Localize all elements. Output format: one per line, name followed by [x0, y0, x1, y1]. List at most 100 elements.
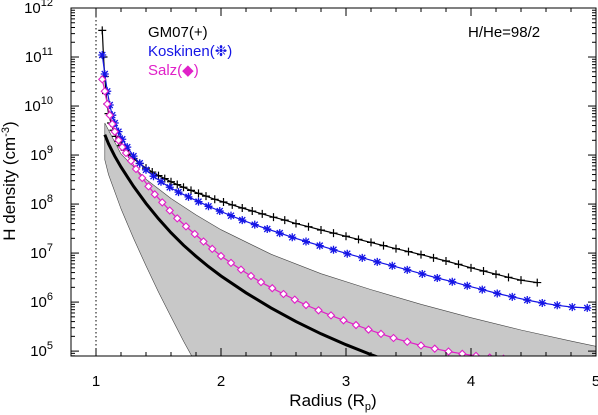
data-point [583, 303, 592, 312]
data-point [457, 349, 467, 356]
data-point [167, 177, 175, 186]
data-point [102, 99, 112, 109]
data-point [442, 256, 450, 265]
series-3 [103, 134, 380, 356]
data-point [187, 186, 195, 195]
data-point [329, 229, 338, 238]
series-1 [98, 50, 592, 312]
x-tick-label: 2 [217, 373, 225, 390]
data-point [444, 347, 453, 356]
data-point [279, 289, 288, 299]
annotation-ratio: H/He=98/2 [468, 24, 540, 41]
y-tick-label: 108 [30, 193, 53, 213]
data-point [315, 241, 324, 250]
y-axis-label: H density (cm-3) [0, 121, 19, 240]
data-point [117, 142, 127, 152]
data-point [227, 211, 235, 220]
data-point [389, 333, 398, 343]
data-point [121, 148, 131, 158]
data-point [471, 351, 481, 356]
data-point [267, 283, 277, 293]
data-point [417, 250, 425, 259]
data-point [553, 301, 562, 310]
data-point [226, 258, 236, 268]
data-point [248, 207, 257, 216]
data-point [339, 316, 348, 325]
data-point [367, 238, 375, 247]
data-point [351, 320, 361, 330]
data-point [448, 277, 457, 286]
data-point [376, 329, 386, 339]
data-point [238, 216, 247, 225]
data-point [135, 159, 144, 168]
data-point [142, 165, 150, 174]
series-line-2 [101, 79, 483, 356]
legend-entry-0: GM07(+) [148, 24, 208, 41]
data-point [207, 244, 217, 254]
data-point [246, 271, 256, 281]
data-point [105, 110, 115, 120]
x-axis-label: Radius (Rp) [289, 391, 376, 413]
y-tick-label: 1012 [24, 0, 53, 17]
data-point [204, 202, 213, 211]
data-point [402, 337, 412, 347]
plot-frame [70, 7, 597, 357]
data-point [504, 273, 513, 282]
data-point [479, 267, 488, 276]
data-point [416, 341, 426, 350]
legend: GM07(+) Koskinen(❉) Salz(◆) [148, 24, 232, 79]
y-tick-label: 106 [30, 291, 53, 311]
y-tick-label: 107 [30, 242, 53, 262]
data-point [98, 26, 107, 35]
data-point [202, 192, 210, 201]
data-point [172, 214, 182, 223]
data-point [258, 209, 267, 218]
data-point [343, 249, 352, 258]
data-point [149, 172, 158, 181]
data-point [373, 257, 382, 266]
data-point [478, 285, 487, 294]
data-point [404, 247, 413, 256]
series-layer [97, 26, 592, 356]
x-tick-label: 3 [342, 373, 350, 390]
data-point [329, 245, 338, 254]
data-point [219, 198, 228, 207]
data-point [107, 119, 117, 129]
data-point [100, 86, 110, 96]
data-point [199, 237, 208, 246]
data-point [126, 156, 136, 166]
data-point [228, 200, 237, 209]
data-point [568, 303, 577, 312]
data-point [454, 260, 463, 269]
data-point [181, 222, 191, 231]
data-point [238, 204, 247, 213]
data-point [492, 270, 500, 279]
data-point [467, 263, 475, 272]
x-tick-label: 1 [92, 373, 100, 390]
data-point [379, 241, 388, 250]
data-point [304, 222, 313, 231]
data-point [123, 143, 132, 152]
data-point [110, 127, 120, 136]
series-line-3 [103, 134, 380, 356]
data-point [250, 220, 259, 229]
data-point [179, 183, 188, 192]
data-point [150, 190, 160, 199]
data-point [358, 253, 367, 262]
data-point [269, 213, 278, 222]
data-point [165, 183, 174, 192]
data-point [236, 265, 246, 274]
data-point [114, 136, 123, 145]
data-point [533, 278, 542, 287]
data-point [290, 295, 300, 304]
data-point [292, 219, 300, 228]
data-point [129, 152, 138, 161]
data-point [523, 296, 532, 305]
data-point [463, 281, 472, 290]
data-point [433, 274, 442, 283]
data-point [326, 311, 336, 320]
data-point [263, 224, 272, 233]
data-point [418, 269, 427, 278]
data-point [317, 226, 325, 235]
